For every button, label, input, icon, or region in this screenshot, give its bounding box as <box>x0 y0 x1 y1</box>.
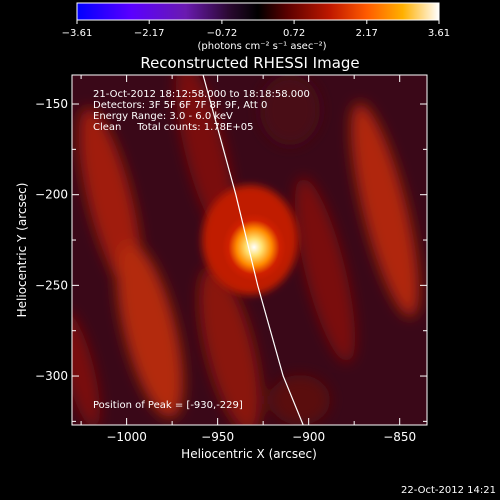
x-tick-label: −950 <box>201 430 234 444</box>
y-tick-label: −300 <box>35 369 68 383</box>
emission-band <box>350 103 420 317</box>
emission-band <box>72 311 100 425</box>
colorbar-tick-label: 2.17 <box>356 28 378 39</box>
emission-band <box>116 242 184 418</box>
chart-title: Reconstructed RHESSI Image <box>140 54 359 72</box>
colorbar <box>76 2 440 21</box>
colorbar-tick-label: 3.61 <box>428 28 450 39</box>
solar-limb <box>202 75 304 425</box>
annotation-time-range: 21-Oct-2012 18:12:58.000 to 18:18:58.000 <box>93 89 310 100</box>
annotation-energy: Energy Range: 3.0 - 6.0 keV <box>93 111 233 122</box>
emission-band <box>175 75 235 238</box>
emission-band <box>294 177 356 363</box>
y-axis-label: Heliocentric Y (arcsec) <box>15 183 29 318</box>
peak-source <box>222 213 287 282</box>
heatmap-image <box>72 75 427 425</box>
colorbar-units: (photons cm⁻² s⁻¹ asec⁻²) <box>197 41 326 52</box>
x-axis-label: Heliocentric X (arcsec) <box>181 447 317 461</box>
colorbar-tick-label: −3.61 <box>62 28 93 39</box>
colorbar-tick-label: −0.72 <box>207 28 238 39</box>
colorbar-ticks: −3.61 −2.17 −0.72 0.72 2.17 3.61 <box>62 20 450 39</box>
y-tick-label: −250 <box>35 278 68 292</box>
y-axis-ticks: −150 −200 −250 −300 <box>35 97 427 422</box>
x-tick-label: −900 <box>292 430 325 444</box>
emission-band <box>270 375 330 425</box>
colorbar-tick-label: −2.17 <box>134 28 165 39</box>
y-tick-label: −150 <box>35 97 68 111</box>
x-axis-ticks: −1000 −950 −900 −850 <box>80 75 416 444</box>
y-tick-label: −200 <box>35 188 68 202</box>
colorbar-tick-label: 0.72 <box>283 28 305 39</box>
x-tick-label: −850 <box>383 430 416 444</box>
footer-timestamp: 22-Oct-2012 14:21 <box>401 485 496 496</box>
annotation-peak-position: Position of Peak = [-930,-229] <box>93 400 243 411</box>
annotation-counts: Clean Total counts: 1.78E+05 <box>93 122 253 133</box>
x-tick-label: −1000 <box>106 430 147 444</box>
emission-band <box>260 75 320 145</box>
annotation-detectors: Detectors: 3F 5F 6F 7F 8F 9F, Att 0 <box>93 100 267 111</box>
plot-frame <box>71 74 428 426</box>
emission-band <box>198 267 262 425</box>
